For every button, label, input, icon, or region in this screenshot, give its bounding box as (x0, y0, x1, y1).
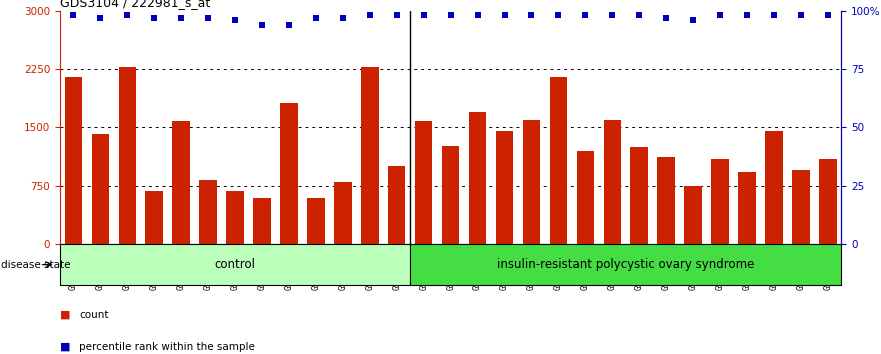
Point (309, 15, 323, 21)
Point (120, 12, 134, 18)
Text: ■: ■ (60, 310, 70, 320)
Point (740, 12, 754, 18)
Bar (388, 166, 405, 244)
Bar (576, 151, 594, 244)
Point (821, 12, 835, 18)
Bar (334, 182, 352, 244)
Bar (738, 172, 756, 244)
Bar (145, 191, 163, 244)
Bar (253, 198, 270, 244)
Point (443, 12, 458, 18)
Bar (60, 244, 411, 285)
Bar (550, 77, 567, 244)
Point (794, 12, 808, 18)
Point (578, 12, 592, 18)
Bar (64, 77, 82, 244)
Point (363, 12, 377, 18)
Bar (603, 120, 621, 244)
Point (201, 15, 215, 21)
Bar (819, 159, 837, 244)
Text: control: control (215, 258, 255, 271)
Point (552, 12, 566, 18)
Point (147, 15, 161, 21)
Text: disease state: disease state (1, 259, 70, 270)
Point (633, 12, 647, 18)
Bar (792, 170, 810, 244)
Text: insulin-resistant polycystic ovary syndrome: insulin-resistant polycystic ovary syndr… (497, 258, 754, 271)
Point (686, 17, 700, 23)
Bar (442, 146, 459, 244)
Bar (711, 159, 729, 244)
Bar (469, 112, 486, 244)
Point (255, 22, 269, 28)
Bar (361, 67, 379, 244)
Bar (411, 244, 841, 285)
Point (282, 22, 296, 28)
Point (228, 17, 242, 23)
Point (767, 12, 781, 18)
Bar (496, 131, 514, 244)
Bar (119, 67, 136, 244)
Point (336, 15, 350, 21)
Point (66, 12, 80, 18)
Text: GDS3104 / 222981_s_at: GDS3104 / 222981_s_at (60, 0, 211, 10)
Bar (280, 103, 298, 244)
Point (174, 15, 189, 21)
Point (659, 15, 673, 21)
Bar (631, 147, 648, 244)
Text: ■: ■ (60, 342, 70, 352)
Point (417, 12, 431, 18)
Point (524, 12, 538, 18)
Bar (522, 120, 540, 244)
Point (470, 12, 485, 18)
Point (389, 12, 403, 18)
Text: percentile rank within the sample: percentile rank within the sample (79, 342, 255, 352)
Point (605, 12, 619, 18)
Bar (657, 157, 675, 244)
Bar (685, 186, 702, 244)
Bar (226, 191, 244, 244)
Bar (307, 198, 325, 244)
Point (93, 15, 107, 21)
Point (713, 12, 727, 18)
Bar (766, 131, 782, 244)
Bar (415, 121, 433, 244)
Point (498, 12, 512, 18)
Bar (199, 181, 217, 244)
Bar (173, 121, 190, 244)
Bar (92, 134, 109, 244)
Text: count: count (79, 310, 108, 320)
